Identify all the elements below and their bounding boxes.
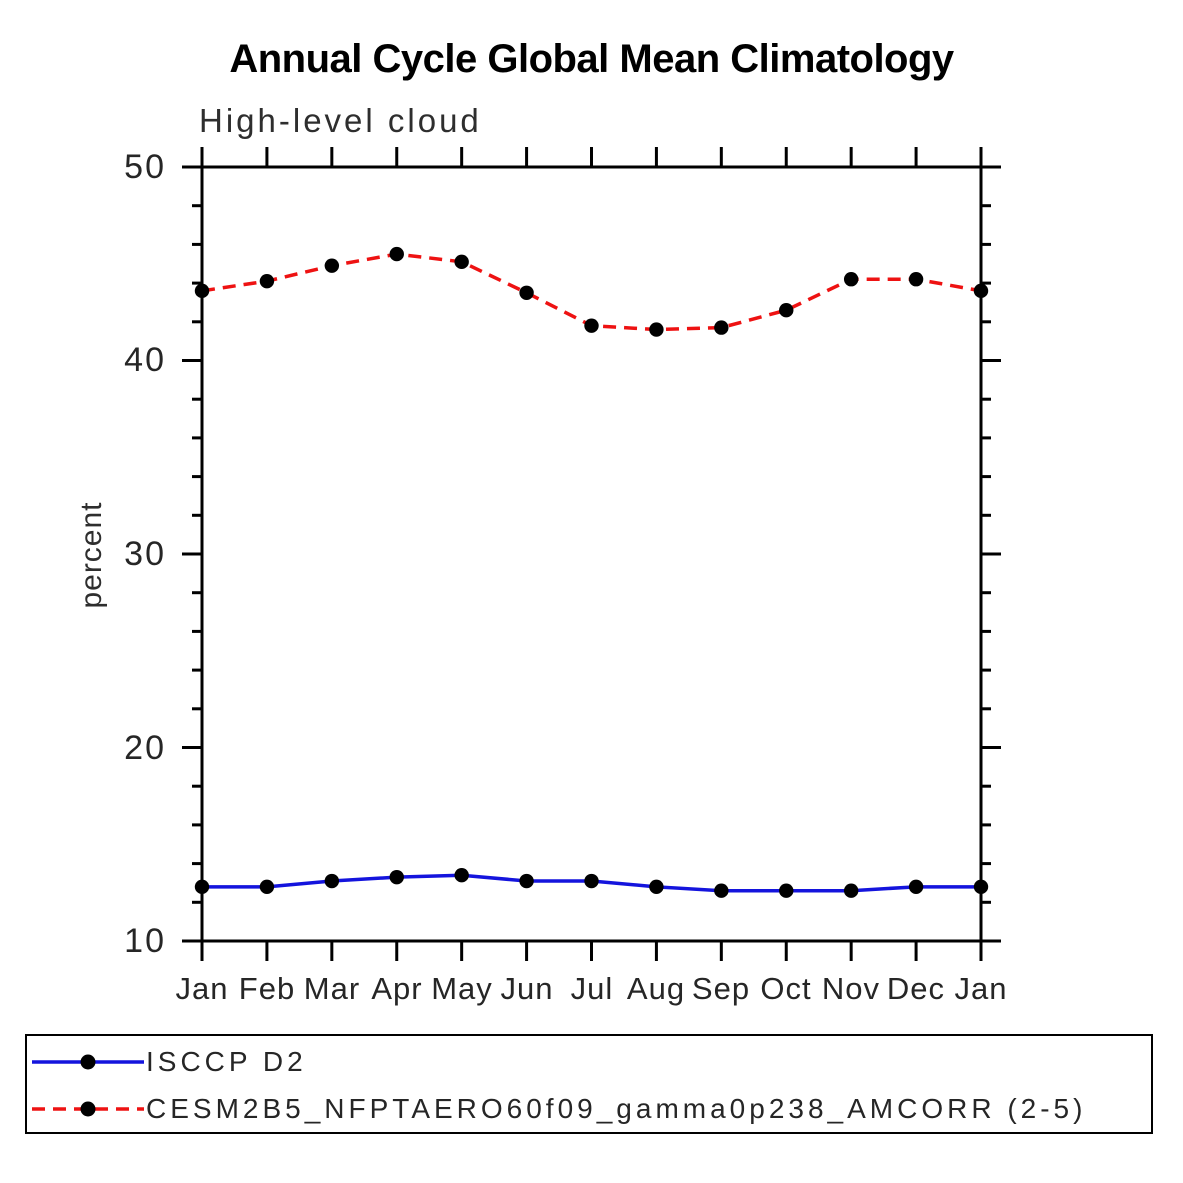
data-point-marker-series-0 <box>779 883 794 898</box>
data-point-marker-series-1 <box>194 283 210 299</box>
data-point-marker-series-0 <box>194 879 210 895</box>
data-point-marker-series-1 <box>908 272 924 287</box>
y-tick-label-50: 50 <box>124 148 166 186</box>
x-tick-label-mar: Mar <box>303 971 361 1006</box>
y-tick-label-30: 30 <box>124 535 166 573</box>
data-point-marker-series-1 <box>389 246 404 262</box>
legend-box <box>25 1034 1153 1134</box>
data-point-marker-series-1 <box>259 273 275 289</box>
chart-title: Annual Cycle Global Mean Climatology <box>229 37 954 81</box>
x-tick-label-feb: Feb <box>238 971 296 1006</box>
x-tick-label-oct: Oct <box>760 971 812 1006</box>
data-point-marker-series-1 <box>714 320 729 335</box>
chart-subtitle: High-level cloud <box>199 102 482 139</box>
data-point-marker-series-0 <box>519 873 534 889</box>
x-tick-label-jan2: Jan <box>954 971 1008 1006</box>
data-point-marker-series-0 <box>843 883 859 898</box>
data-point-marker-series-0 <box>454 868 469 883</box>
data-point-marker-series-1 <box>454 254 469 270</box>
x-tick-label-jul: Jul <box>570 971 614 1006</box>
data-point-marker-series-0 <box>584 873 599 889</box>
series-line-1 <box>201 252 982 332</box>
legend-sample-marker-0 <box>80 1054 96 1070</box>
plot-frame <box>200 165 983 943</box>
data-point-marker-series-1 <box>843 272 859 287</box>
x-tick-label-nov: Nov <box>821 971 881 1006</box>
legend-label-cesm2b5-run: CESM2B5_NFPTAERO60f09_gamma0p238_AMCORR … <box>146 1093 1087 1124</box>
x-tick-label-apr: Apr <box>371 971 423 1006</box>
data-point-marker-series-0 <box>324 873 340 889</box>
data-point-marker-series-0 <box>259 879 275 895</box>
x-tick-label-aug: Aug <box>626 971 686 1006</box>
data-point-marker-series-1 <box>649 322 664 337</box>
data-point-marker-series-0 <box>714 883 729 898</box>
x-tick-label-jan: Jan <box>175 971 229 1006</box>
y-tick-label-10: 10 <box>124 922 166 960</box>
x-tick-label-jun: Jun <box>500 971 554 1006</box>
data-point-marker-series-1 <box>519 285 534 300</box>
data-point-marker-series-1 <box>779 302 794 318</box>
data-point-marker-series-0 <box>908 879 924 895</box>
y-tick-label-40: 40 <box>124 341 166 379</box>
data-point-marker-series-0 <box>649 879 664 895</box>
x-tick-label-dec: Dec <box>886 971 946 1006</box>
data-point-marker-series-0 <box>973 879 989 895</box>
x-tick-label-may: May <box>431 971 493 1006</box>
legend-label-isccp-d2: ISCCP D2 <box>146 1046 307 1077</box>
x-tick-label-sep: Sep <box>691 971 751 1006</box>
data-point-marker-series-1 <box>324 258 340 273</box>
legend-sample-marker-1 <box>80 1101 96 1117</box>
data-point-marker-series-0 <box>389 869 404 885</box>
data-point-marker-series-1 <box>973 283 989 299</box>
data-point-marker-series-1 <box>584 318 599 333</box>
y-tick-label-20: 20 <box>124 729 166 767</box>
